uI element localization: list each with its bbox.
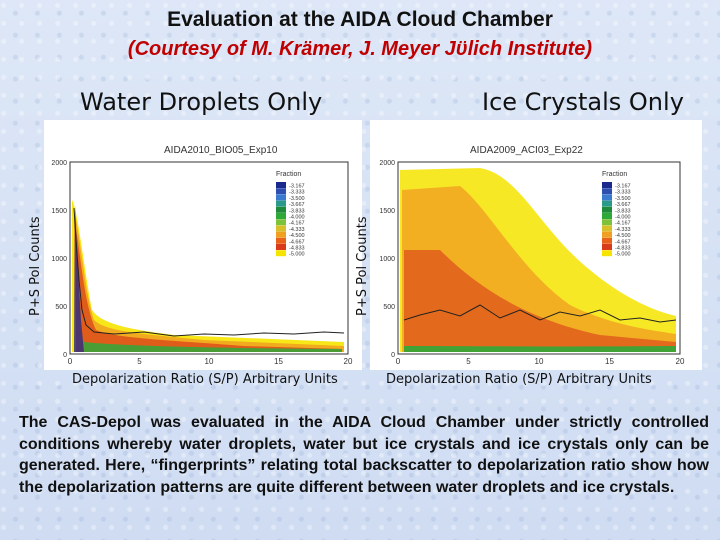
- left-xlabel: Depolarization Ratio (S/P) Arbitrary Uni…: [72, 372, 338, 387]
- left-legend-swatch: [276, 244, 286, 250]
- left-ytick-label: 1500: [51, 208, 67, 215]
- left-legend-swatch: [276, 194, 286, 201]
- left-legend-value: -4.167: [289, 221, 305, 227]
- right-legend-swatch: [602, 200, 612, 207]
- left-legend-value: -3.667: [289, 202, 305, 208]
- left-legend-value: -5.000: [289, 252, 305, 258]
- left-mean-line: [73, 207, 345, 337]
- left-legend-swatch: [276, 188, 286, 195]
- left-legend-swatch: [276, 182, 286, 188]
- right-legend-value: -4.333: [615, 227, 631, 233]
- left-plot-title: AIDA2010_BIO05_Exp10: [164, 145, 278, 156]
- left-ytick-label: 1000: [51, 256, 67, 263]
- ice-crystals-plot-canvas: AIDA2009_ACI03_Exp22 Fraction -3.167-3.3…: [379, 145, 685, 366]
- left-legend-swatch: [276, 225, 286, 232]
- left-legend-swatch: [276, 219, 286, 226]
- right-ytick-label: 2000: [379, 160, 395, 167]
- right-xtick-label: 20: [676, 357, 685, 366]
- right-legend-swatch: [602, 250, 612, 257]
- left-legend-swatch: [276, 237, 286, 244]
- right-legend-value: -3.667: [615, 202, 631, 208]
- right-legend-value: -5.000: [615, 252, 631, 258]
- right-legend-value: -3.167: [615, 184, 631, 190]
- left-ylabel: P+S Pol Counts: [28, 216, 43, 316]
- right-ylabel: P+S Pol Counts: [355, 216, 370, 316]
- left-ytick-label: 2000: [51, 160, 67, 167]
- right-mean-line: [403, 304, 677, 323]
- right-legend-value: -3.500: [615, 196, 631, 202]
- ice-crystals-plot: AIDA2009_ACI03_Exp22 Fraction -3.167 -3.3…: [370, 120, 702, 370]
- right-legend-swatch: [602, 231, 612, 238]
- right-legend-swatch: [602, 188, 612, 195]
- right-legend-title: Fraction: [602, 171, 627, 178]
- left-legend-value: -4.667: [289, 239, 305, 245]
- left-legend-title: Fraction: [276, 171, 301, 178]
- left-density-red: [76, 230, 342, 352]
- right-legend-value: -4.000: [615, 215, 631, 221]
- right-envelope-gap: [517, 173, 677, 282]
- left-legend-value: -3.167: [289, 184, 305, 190]
- right-xtick-label: 0: [396, 357, 401, 366]
- left-legend-value: -3.500: [289, 196, 305, 202]
- left-legend: Fraction -3.167-3.333-3.500-3.667-3.833-…: [276, 171, 305, 258]
- left-ytick-label: 0: [63, 352, 67, 359]
- right-legend-swatch: [602, 225, 612, 232]
- left-xtick-label: 15: [274, 357, 283, 366]
- left-xtick-label: 0: [68, 357, 73, 366]
- water-droplets-plot-canvas: AIDA2010_BIO05_Exp10 Fraction -3.167-3.3…: [51, 145, 353, 366]
- right-legend-swatch: [602, 237, 612, 244]
- right-xtick-label: 15: [605, 357, 614, 366]
- left-plot-frame: [69, 161, 349, 355]
- description-paragraph: The CAS-Depol was evaluated in the AIDA …: [19, 414, 709, 496]
- left-legend-value: -4.833: [289, 246, 305, 252]
- right-legend-swatch: [602, 219, 612, 226]
- slide-title: Evaluation at the AIDA Cloud Chamber: [167, 8, 553, 31]
- right-legend-swatch: [602, 206, 612, 213]
- right-xtick-label: 10: [535, 357, 544, 366]
- left-legend-swatch: [276, 213, 286, 219]
- right-ytick-label: 0: [391, 352, 395, 359]
- right-xtick-label: 5: [466, 357, 471, 366]
- left-xtick-label: 5: [137, 357, 142, 366]
- right-panel-heading: Ice Crystals Only: [482, 88, 684, 116]
- right-legend-value: -4.500: [615, 233, 631, 239]
- left-legend-swatch: [276, 200, 286, 207]
- right-legend-swatch: [602, 213, 612, 219]
- right-legend-value: -4.167: [615, 221, 631, 227]
- left-legend-swatch: [276, 206, 286, 213]
- right-legend-swatch: [602, 244, 612, 250]
- left-legend-value: -4.500: [289, 233, 305, 239]
- right-legend-value: -4.833: [615, 246, 631, 252]
- left-xtick-label: 20: [344, 357, 353, 366]
- left-legend-swatch: [276, 231, 286, 238]
- left-legend-value: -3.333: [289, 190, 305, 196]
- right-density-red: [404, 250, 676, 352]
- right-legend-swatch: [602, 182, 612, 188]
- left-xtick-label: 10: [205, 357, 214, 366]
- left-legend-swatch: [276, 250, 286, 257]
- left-legend-value: -4.333: [289, 227, 305, 233]
- right-ytick-label: 500: [383, 304, 395, 311]
- right-plot-title: AIDA2009_ACI03_Exp22: [470, 145, 583, 156]
- left-ytick-label: 500: [55, 304, 67, 311]
- right-ytick-label: 1500: [379, 208, 395, 215]
- right-legend-swatch: [602, 194, 612, 201]
- left-density-green: [84, 342, 342, 352]
- slide-subtitle: (Courtesy of M. Krämer, J. Meyer Jϋlich …: [127, 38, 593, 60]
- right-xlabel: Depolarization Ratio (S/P) Arbitrary Uni…: [386, 372, 652, 387]
- right-ytick-label: 1000: [379, 256, 395, 263]
- right-density-green: [404, 346, 676, 352]
- right-legend: Fraction -3.167-3.333-3.500-3.667-3.833-…: [602, 171, 631, 258]
- right-legend-value: -3.833: [615, 208, 631, 214]
- right-legend-value: -4.667: [615, 239, 631, 245]
- right-legend-value: -3.333: [615, 190, 631, 196]
- water-droplets-plot: AIDA2010_BIO05_Exp10 Fraction -3.167 -3.3…: [44, 120, 362, 370]
- left-legend-value: -4.000: [289, 215, 305, 221]
- left-legend-value: -3.833: [289, 208, 305, 214]
- left-panel-heading: Water Droplets Only: [80, 88, 323, 116]
